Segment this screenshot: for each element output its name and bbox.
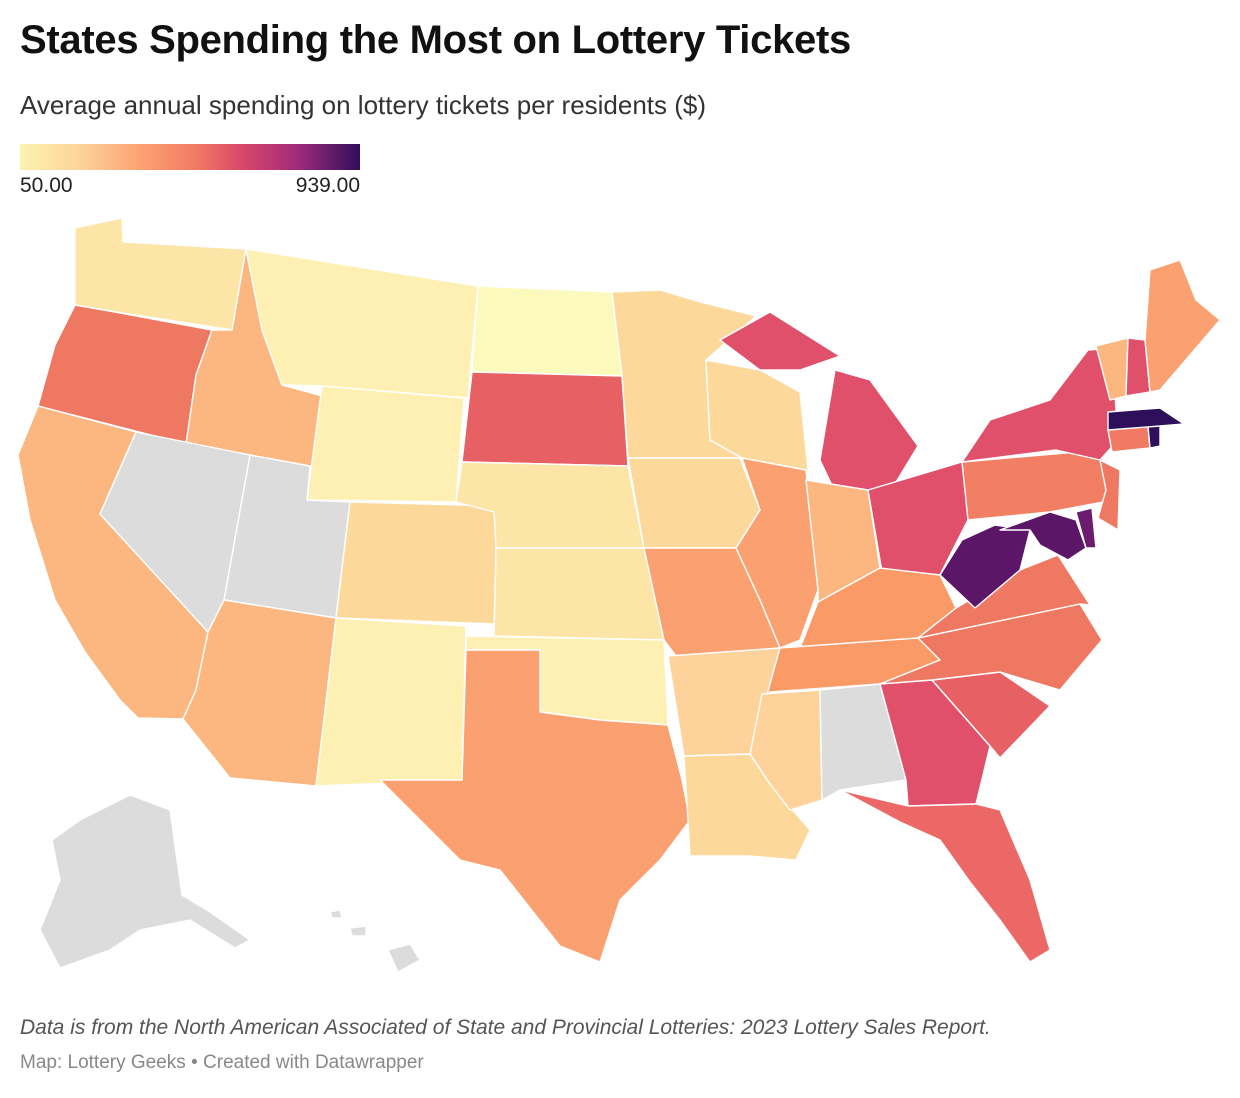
chart-title: States Spending the Most on Lottery Tick… xyxy=(20,18,851,62)
state-ia[interactable] xyxy=(627,457,761,549)
color-legend: 50.00 939.00 xyxy=(20,144,360,198)
state-me[interactable] xyxy=(1144,259,1221,393)
map-credit: Map: Lottery Geeks • Created with Datawr… xyxy=(20,1052,424,1074)
credit-created-with: Created with Datawrapper xyxy=(203,1052,424,1073)
state-fl[interactable] xyxy=(839,789,1051,963)
state-nd[interactable] xyxy=(471,285,623,377)
chart-subtitle: Average annual spending on lottery ticke… xyxy=(20,90,707,120)
state-ri[interactable] xyxy=(1147,425,1161,449)
state-mt[interactable] xyxy=(245,248,479,399)
state-ny[interactable] xyxy=(961,347,1119,463)
state-ma[interactable] xyxy=(1107,407,1185,431)
state-hi[interactable] xyxy=(329,909,421,973)
state-tx[interactable] xyxy=(379,649,691,963)
state-co[interactable] xyxy=(335,501,501,625)
state-nc[interactable] xyxy=(879,603,1103,691)
state-wy[interactable] xyxy=(306,385,465,503)
state-sd[interactable] xyxy=(461,371,629,467)
credit-map-by: Map: Lottery Geeks xyxy=(20,1052,186,1073)
credit-separator: • xyxy=(191,1052,198,1073)
legend-max-label: 939.00 xyxy=(295,174,360,197)
state-nm[interactable] xyxy=(315,617,467,787)
data-source-note: Data is from the North American Associat… xyxy=(20,1016,991,1039)
legend-labels: 50.00 939.00 xyxy=(20,174,360,198)
state-ak[interactable] xyxy=(39,794,251,969)
us-states-map xyxy=(17,217,1221,973)
state-de[interactable] xyxy=(1075,507,1097,549)
state-nj[interactable] xyxy=(1097,459,1121,531)
legend-gradient-bar xyxy=(20,144,360,170)
legend-min-label: 50.00 xyxy=(20,174,73,197)
state-oh[interactable] xyxy=(867,461,971,576)
state-al[interactable] xyxy=(819,683,907,801)
state-ks[interactable] xyxy=(493,547,665,641)
state-md[interactable] xyxy=(999,511,1087,561)
